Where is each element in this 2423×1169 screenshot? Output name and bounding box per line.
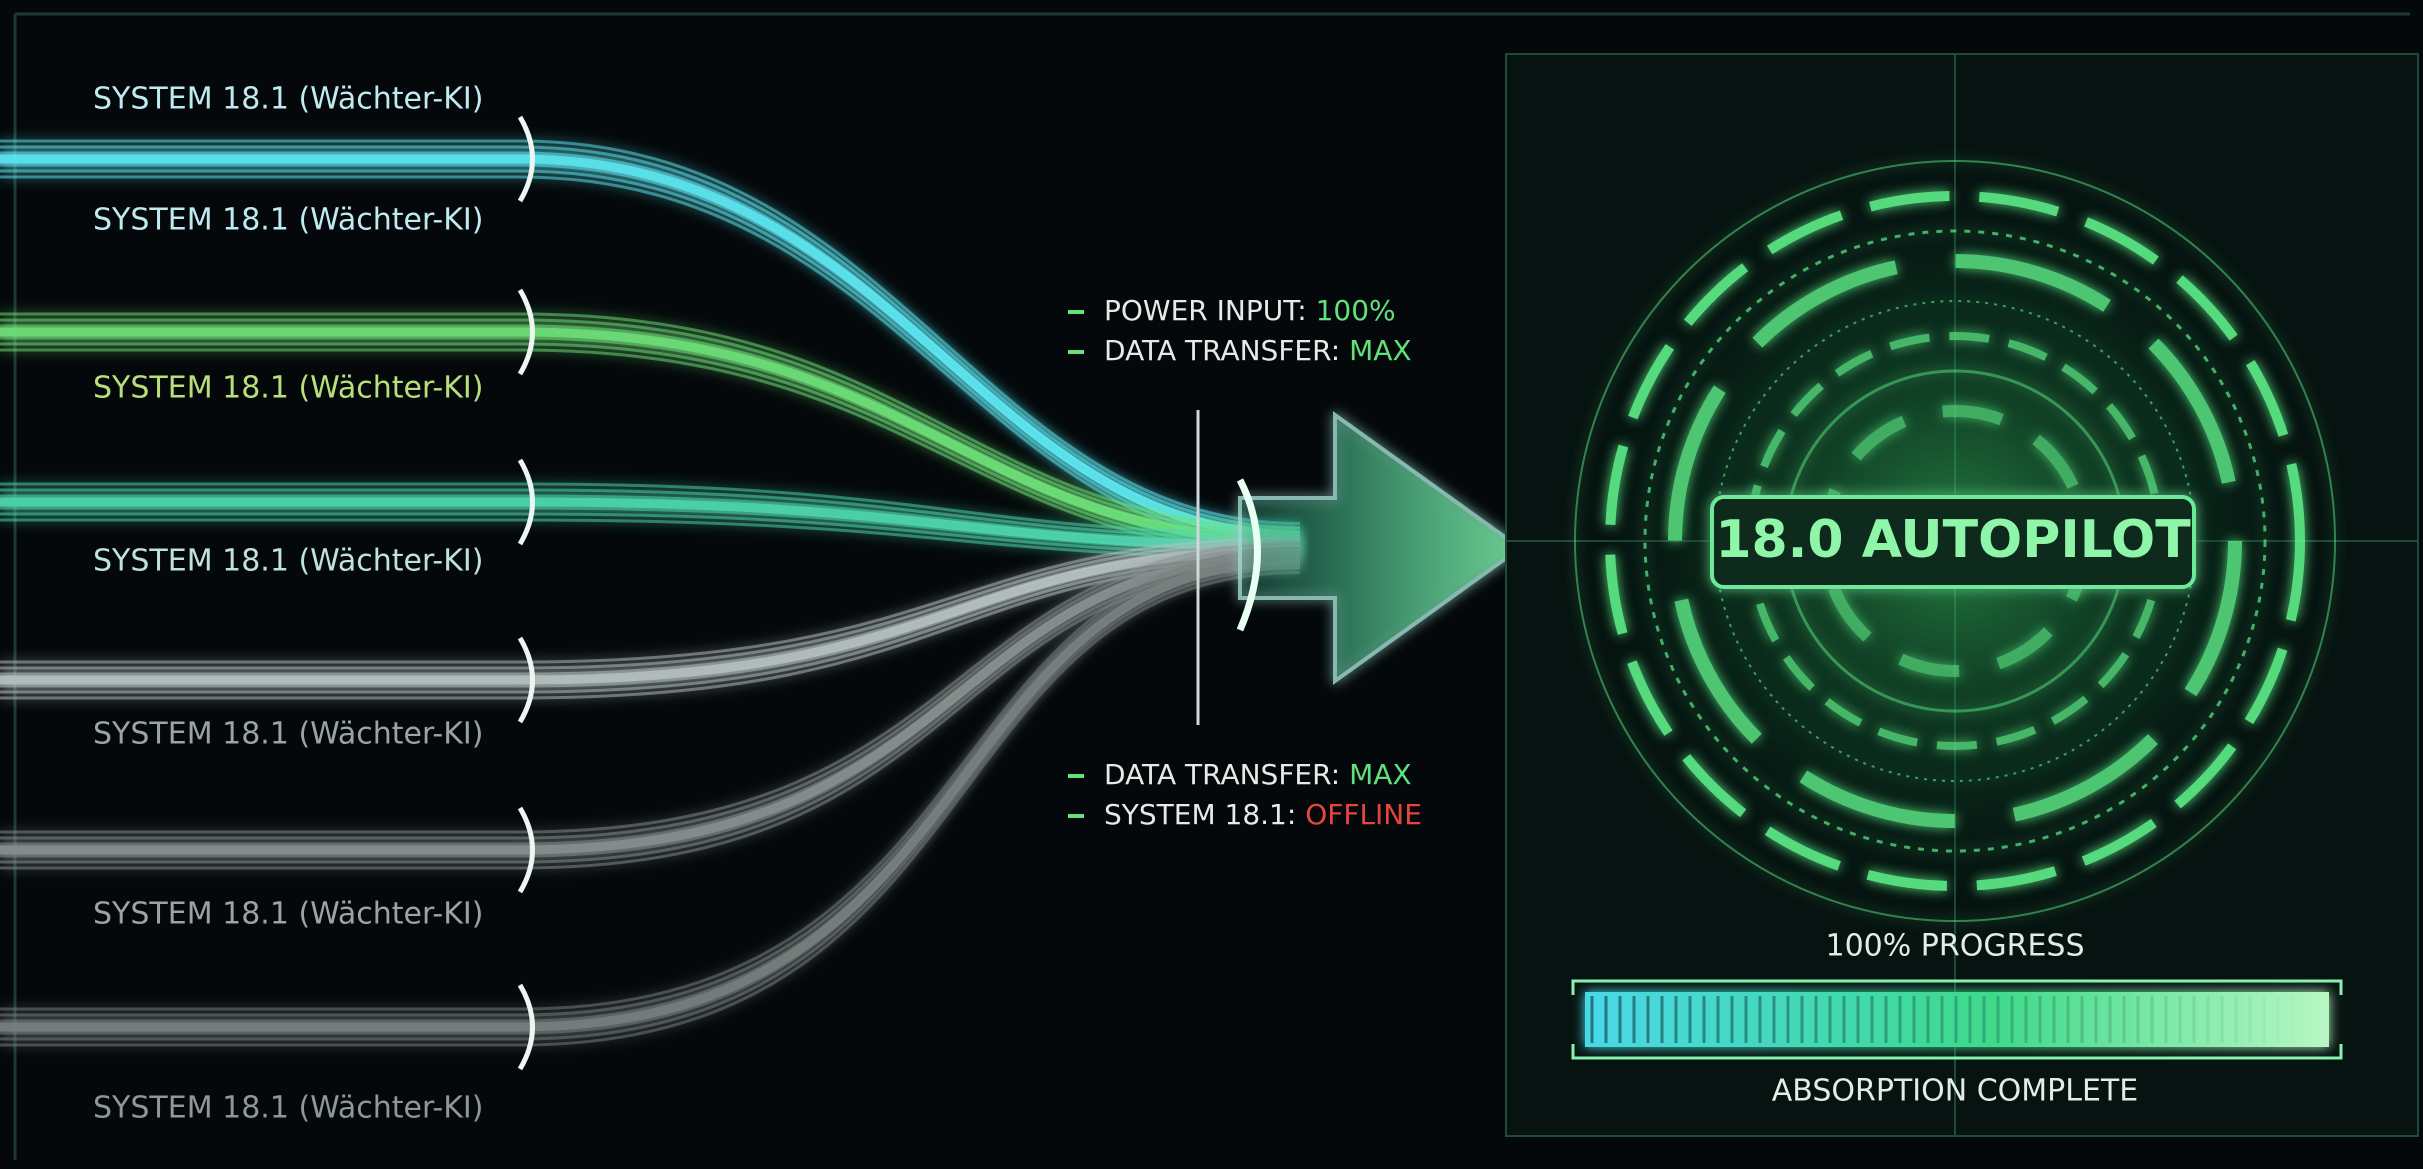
- stream-label: SYSTEM 18.1 (Wächter-KI): [93, 897, 483, 932]
- stream-label: SYSTEM 18.1 (Wächter-KI): [93, 371, 483, 406]
- stream-label: SYSTEM 18.1 (Wächter-KI): [93, 544, 483, 579]
- status-label: SYSTEM 18.1:: [1104, 798, 1296, 831]
- scene: POWER INPUT: 100% DATA TRANSFER: MAX DAT…: [0, 0, 2423, 1169]
- status-value: 100%: [1316, 294, 1396, 327]
- status-value: MAX: [1349, 758, 1412, 791]
- status-line: DATA TRANSFER: MAX: [1104, 758, 1412, 791]
- stream-label: SYSTEM 18.1 (Wächter-KI): [93, 203, 483, 238]
- status-label: DATA TRANSFER:: [1104, 334, 1340, 367]
- stream-label: SYSTEM 18.1 (Wächter-KI): [93, 1091, 483, 1126]
- stream-label: SYSTEM 18.1 (Wächter-KI): [93, 717, 483, 752]
- status-line: SYSTEM 18.1: OFFLINE: [1104, 798, 1422, 831]
- status-line: DATA TRANSFER: MAX: [1104, 334, 1412, 367]
- status-value: OFFLINE: [1305, 798, 1422, 831]
- status-value: MAX: [1349, 334, 1412, 367]
- core-title: 18.0 AUTOPILOT: [1715, 510, 2191, 570]
- status-label: DATA TRANSFER:: [1104, 758, 1340, 791]
- core-panel: 18.0 AUTOPILOT 100% PROGRESS ABSORPTION …: [1506, 54, 2418, 1136]
- progress-status: ABSORPTION COMPLETE: [1772, 1074, 2138, 1109]
- stream-label: SYSTEM 18.1 (Wächter-KI): [93, 82, 483, 117]
- status-line: POWER INPUT: 100%: [1104, 294, 1396, 327]
- status-label: POWER INPUT:: [1104, 294, 1307, 327]
- progress-label: 100% PROGRESS: [1826, 929, 2085, 964]
